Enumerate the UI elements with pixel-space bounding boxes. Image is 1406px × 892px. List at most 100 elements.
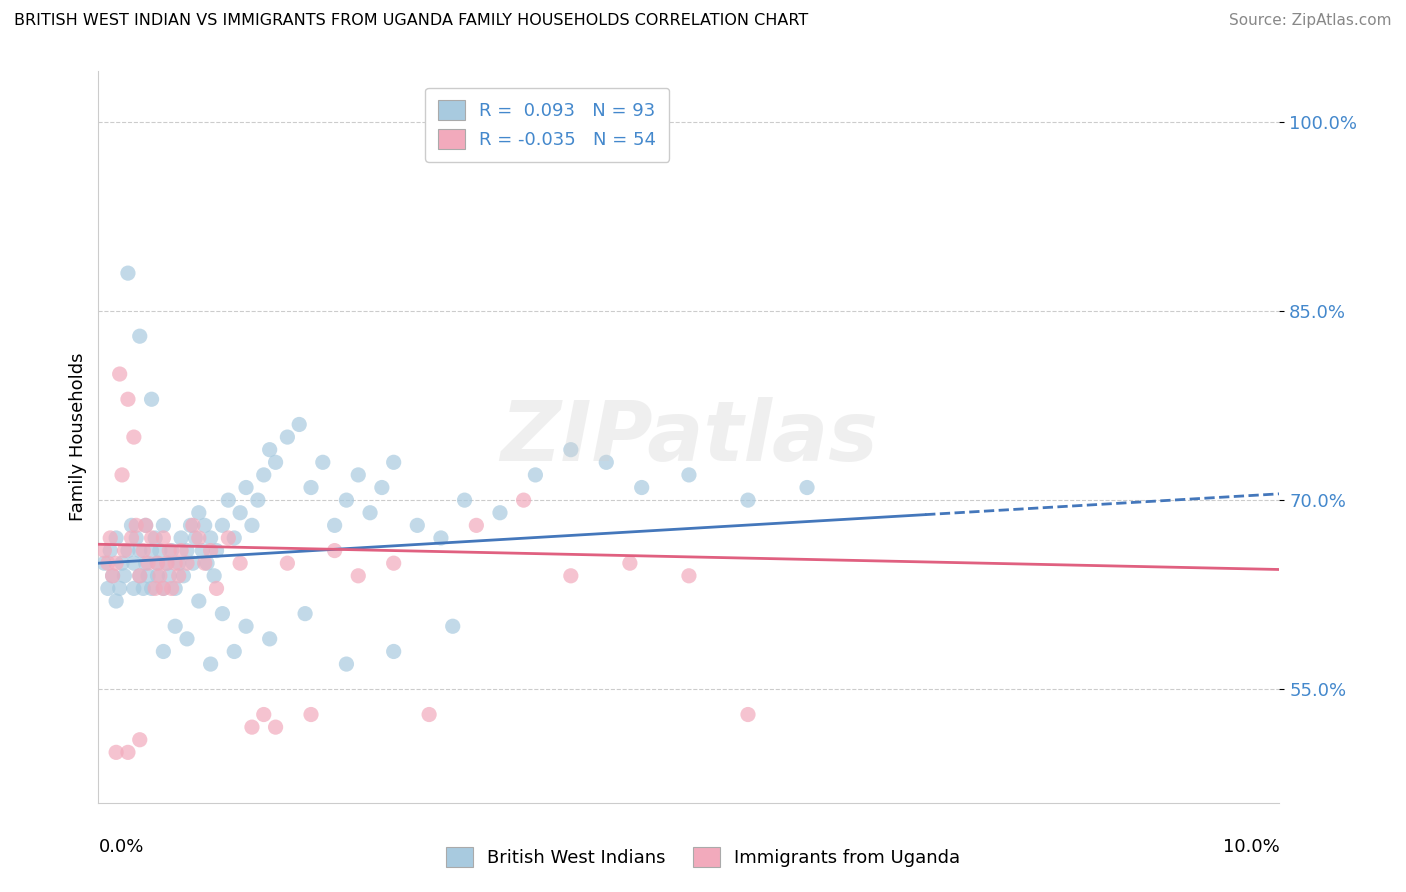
Point (141, 582, 163, 596)
Legend: British West Indians, Immigrants from Uganda: British West Indians, Immigrants from Ug… (439, 839, 967, 874)
Point (181, 518, 204, 533)
Point (143, 531, 166, 545)
Point (97, 582, 120, 596)
Point (93, 543, 115, 558)
Point (796, 481, 818, 495)
Point (172, 569, 194, 583)
Point (465, 518, 488, 533)
Point (187, 594, 209, 608)
Point (205, 543, 228, 558)
Point (152, 582, 174, 596)
Point (200, 531, 222, 545)
Point (200, 657, 222, 671)
Point (112, 543, 135, 558)
Point (202, 569, 225, 583)
Point (111, 467, 134, 482)
Point (347, 467, 370, 482)
Text: Source: ZipAtlas.com: Source: ZipAtlas.com (1229, 13, 1392, 29)
Point (157, 543, 180, 558)
Point (195, 556, 218, 570)
Point (105, 556, 128, 570)
Point (165, 582, 187, 596)
Point (141, 392, 163, 407)
Point (165, 619, 187, 633)
Point (121, 518, 143, 533)
Point (108, 582, 131, 596)
Point (194, 556, 217, 570)
Text: 0.0%: 0.0% (98, 838, 143, 855)
Point (323, 518, 346, 533)
Point (122, 430, 145, 444)
Point (112, 569, 135, 583)
Point (187, 506, 209, 520)
Point (335, 657, 357, 671)
Point (180, 518, 202, 533)
Point (141, 543, 163, 558)
Point (276, 430, 298, 444)
Point (176, 632, 198, 646)
Point (678, 569, 700, 583)
Point (323, 543, 346, 558)
Point (132, 543, 155, 558)
Point (194, 518, 217, 533)
Point (382, 644, 405, 658)
Point (276, 556, 298, 570)
Point (117, 745, 139, 759)
Point (136, 556, 159, 570)
Point (359, 506, 381, 520)
Point (152, 518, 174, 533)
Point (181, 556, 204, 570)
Point (117, 266, 139, 280)
Point (122, 582, 145, 596)
Point (259, 442, 281, 457)
Point (98, 531, 121, 545)
Point (187, 531, 209, 545)
Point (157, 569, 180, 583)
Point (125, 531, 148, 545)
Point (347, 569, 370, 583)
Point (135, 556, 157, 570)
Point (135, 518, 157, 533)
Point (101, 569, 124, 583)
Point (678, 467, 700, 482)
Point (229, 506, 252, 520)
Point (101, 569, 124, 583)
Point (176, 556, 198, 570)
Point (128, 569, 150, 583)
Point (141, 531, 163, 545)
Point (630, 481, 652, 495)
Point (335, 493, 357, 508)
Point (146, 569, 169, 583)
Text: BRITISH WEST INDIAN VS IMMIGRANTS FROM UGANDA FAMILY HOUSEHOLDS CORRELATION CHAR: BRITISH WEST INDIAN VS IMMIGRANTS FROM U… (14, 13, 808, 29)
Point (382, 455, 405, 469)
Point (246, 493, 269, 508)
Point (149, 543, 172, 558)
Point (453, 493, 475, 508)
Point (512, 493, 534, 508)
Point (156, 556, 179, 570)
Point (205, 582, 228, 596)
Point (430, 531, 453, 545)
Point (128, 543, 150, 558)
Point (240, 518, 263, 533)
Point (165, 556, 187, 570)
Point (117, 392, 139, 407)
Point (170, 531, 193, 545)
Point (217, 493, 239, 508)
Point (560, 442, 582, 457)
Point (524, 467, 547, 482)
Point (253, 707, 276, 722)
Point (111, 556, 134, 570)
Legend: R =  0.093   N = 93, R = -0.035   N = 54: R = 0.093 N = 93, R = -0.035 N = 54 (425, 87, 669, 161)
Point (312, 455, 335, 469)
Point (229, 556, 252, 570)
Point (128, 569, 150, 583)
Y-axis label: Family Households: Family Households (69, 353, 87, 521)
Point (288, 417, 311, 432)
Point (299, 707, 322, 722)
Point (224, 531, 246, 545)
Point (105, 531, 128, 545)
Point (299, 481, 322, 495)
Point (382, 556, 405, 570)
Point (156, 556, 179, 570)
